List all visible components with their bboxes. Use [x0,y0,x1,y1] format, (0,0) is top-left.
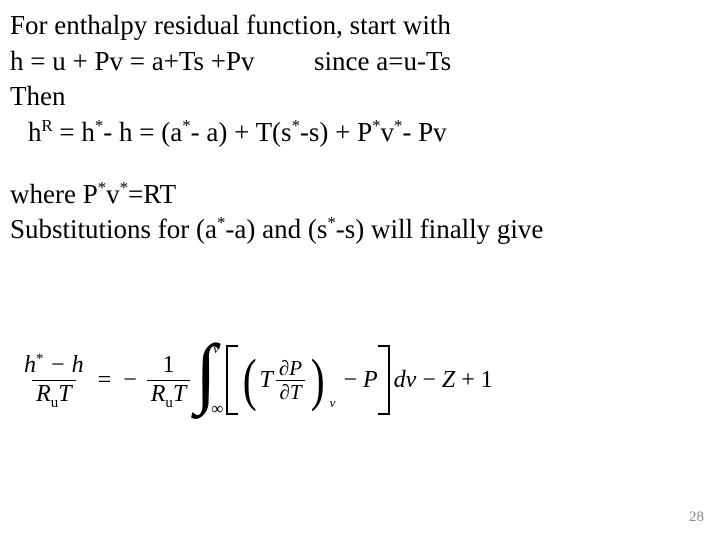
sym-Z: Z [442,367,455,394]
frag: v [106,179,120,209]
text-line-6: Substitutions for (a*-a) and (s*-s) will… [10,212,706,248]
sup-star: * [292,116,300,135]
sup-R: R [42,116,53,135]
frag: -a) and (s [225,214,327,244]
slide: For enthalpy residual function, start wi… [0,0,720,540]
frag: v [381,117,395,147]
text-line-4: hR = h*- h = (a*- a) + T(s*-s) + P*v*- P… [10,115,706,151]
paren-subscript: v [330,395,336,411]
sym-h: h [28,117,42,147]
integral-lower: ∞ [211,399,223,419]
equation-residual-enthalpy: h* − h RuT = − 1 RuT ∫ v ∞ ( T ∂P ∂T [16,340,493,420]
sup-star: * [120,178,128,197]
text-line-5: where P*v*=RT [10,177,706,213]
plus-sign: + [461,367,475,394]
sym: T [173,381,186,407]
num-1: 1 [158,353,178,379]
frag: =RT [128,179,176,209]
eq-h-def: h = u + Pv = a+Ts +Pv [10,46,255,76]
coeff-fraction: 1 RuT [147,353,190,406]
text-line-2: h = u + Pv = a+Ts +Pv since a=u-Ts [10,44,706,80]
partial-term: ( T ∂P ∂T ) v [240,351,327,409]
text-line-1: For enthalpy residual function, start wi… [10,8,706,44]
frag: - a) + T(s [191,117,292,147]
sup-star: * [182,116,190,135]
sup-star: * [327,213,335,232]
integral-sign: ∫ v ∞ [198,347,220,413]
minus-sign: − [343,367,357,394]
sym-dv: dv [394,367,417,394]
lhs-fraction: h* − h RuT [20,353,88,406]
sym: − h [43,352,83,378]
equals-sign: = [98,367,112,394]
frag: -s) will finally give [336,214,544,244]
left-bracket [226,345,238,415]
frag: - Pv [402,117,446,147]
frag: where P [10,179,98,209]
sym-T: T [260,367,273,394]
partial-fraction: ∂P ∂T [276,358,305,403]
sym: R [151,381,166,407]
sup-star: * [98,178,106,197]
sup-star: * [372,116,380,135]
sym: R [36,381,51,407]
right-bracket [378,345,390,415]
sub-u: u [165,394,172,410]
frag: = h [53,117,95,147]
sym: h [24,352,36,378]
frag: - h = (a [103,117,182,147]
eq-since: since a=u-Ts [314,46,451,76]
sym-P: P [363,367,378,394]
integral-upper: v [213,341,219,357]
text-line-3: Then [10,79,706,115]
frag: -s) + P [300,117,372,147]
minus-sign: − [422,367,436,394]
frag: Substitutions for (a [10,214,217,244]
page-number: 28 [689,509,704,526]
sym: T [58,381,71,407]
num-1: 1 [481,367,493,394]
minus-sign: − [123,367,137,394]
